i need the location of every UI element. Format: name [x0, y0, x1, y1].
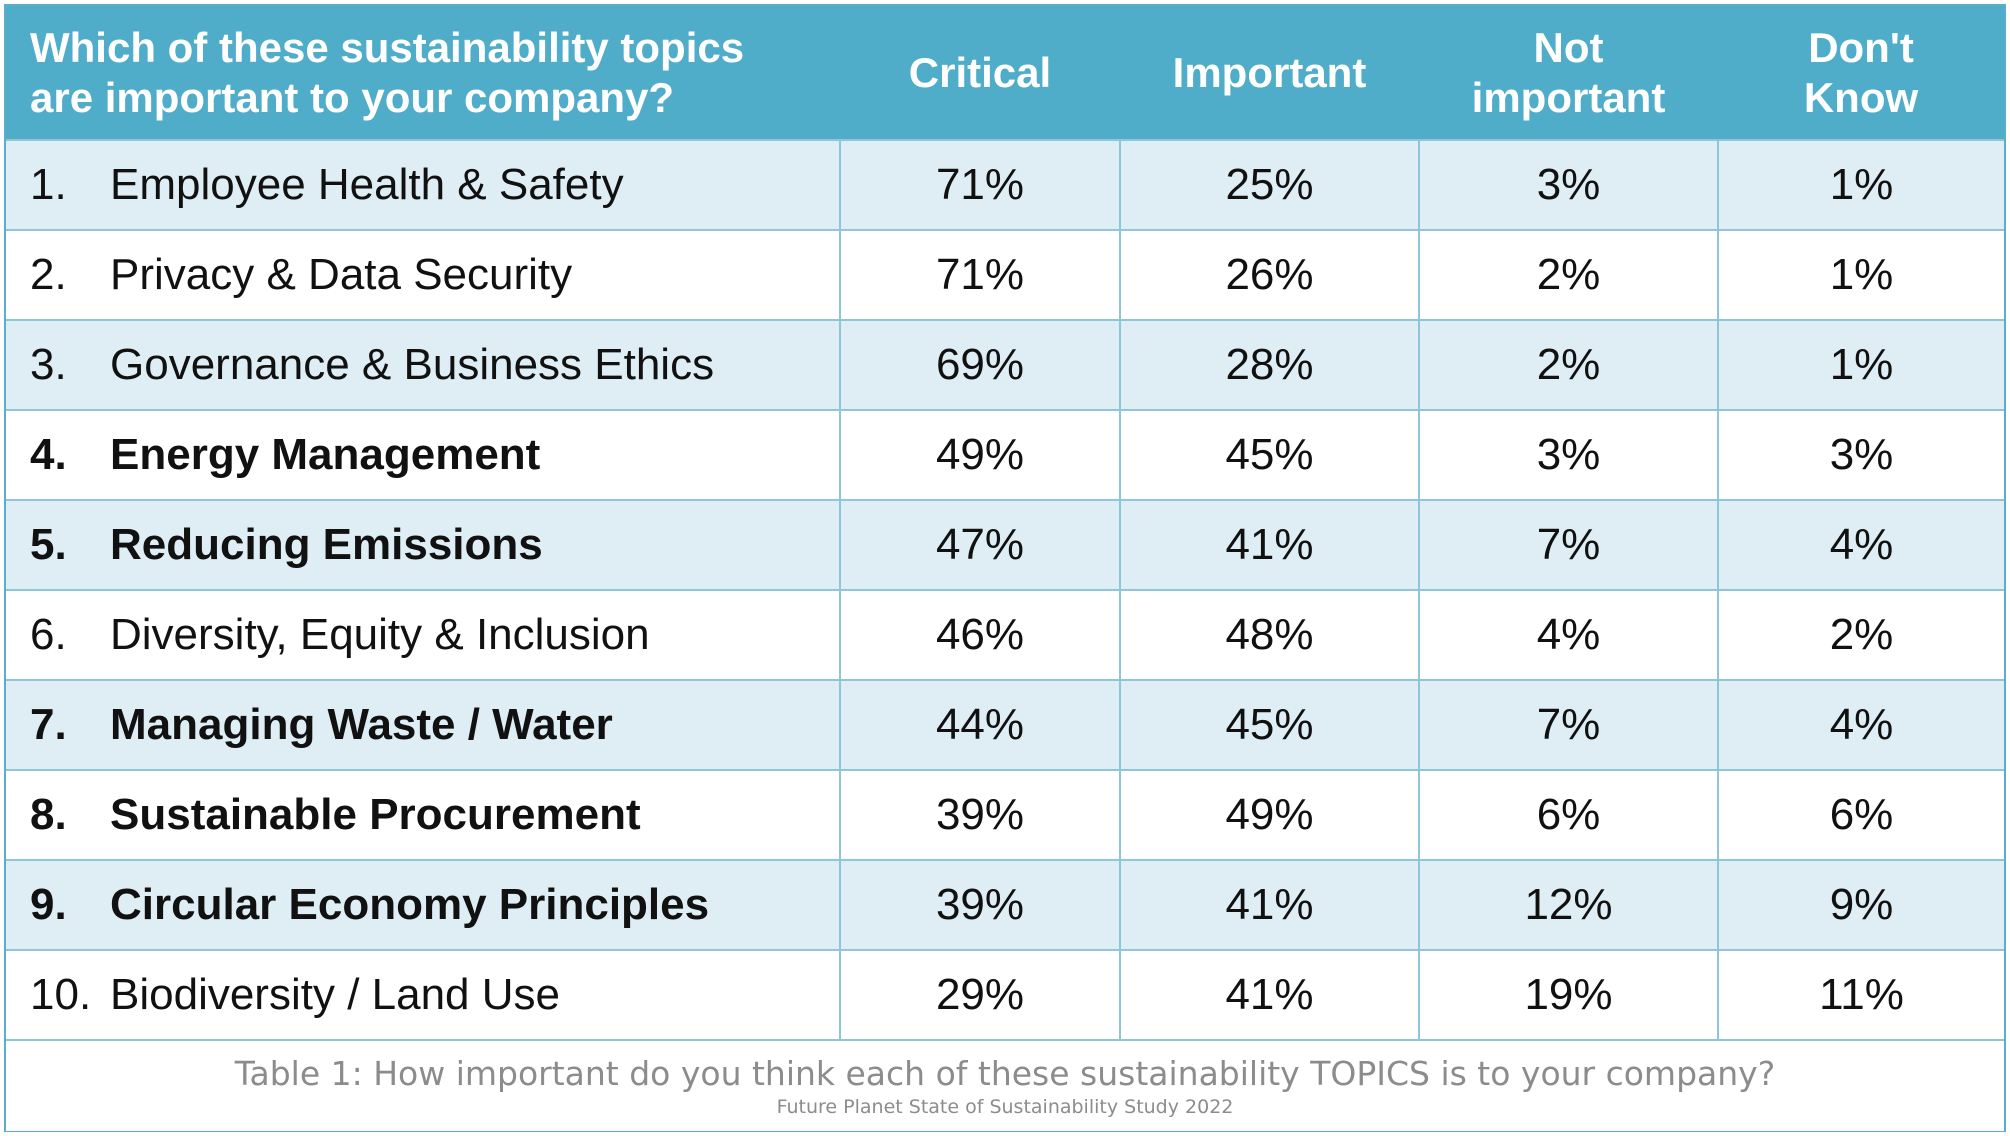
critical-cell: 47% — [839, 499, 1120, 590]
dont-know-cell: 9% — [1717, 859, 2004, 950]
table-caption: Table 1: How important do you think each… — [234, 1054, 1776, 1093]
not-important-cell: 3% — [1418, 409, 1718, 500]
topic-label: Energy Management — [110, 430, 541, 479]
not-important-cell: 12% — [1418, 859, 1718, 950]
critical-cell: 71% — [839, 139, 1120, 230]
not-important-cell: 2% — [1418, 229, 1718, 320]
topic-label: Circular Economy Principles — [110, 880, 710, 929]
not-important-header: Not important — [1419, 6, 1718, 140]
important-cell: 25% — [1119, 139, 1419, 230]
not-important-cell: 7% — [1418, 499, 1718, 590]
table-row: 5. Reducing Emissions 47% 41% 7% 4% — [6, 499, 2004, 590]
topic-cell: 4. Energy Management — [6, 409, 840, 500]
critical-cell: 69% — [839, 319, 1120, 410]
question-header-line1: Which of these sustainability topics — [30, 23, 745, 71]
dont-know-header-line2: Know — [1803, 73, 1919, 121]
rank-number: 2. — [30, 250, 67, 299]
rank-number: 8. — [30, 790, 67, 839]
rank-number: 1. — [30, 160, 67, 209]
important-cell: 26% — [1119, 229, 1419, 320]
rank-number: 7. — [30, 700, 67, 749]
survey-table-frame: Which of these sustainability topics are… — [4, 4, 2006, 1132]
rank-number: 4. — [30, 430, 67, 479]
critical-cell: 29% — [839, 949, 1120, 1040]
important-cell: 45% — [1119, 409, 1419, 500]
critical-cell: 49% — [839, 409, 1120, 500]
important-header: Important — [1120, 6, 1419, 140]
topic-cell: 9. Circular Economy Principles — [6, 859, 840, 950]
table-row: 2. Privacy & Data Security 71% 26% 2% 1% — [6, 229, 2004, 320]
not-important-header-line2: important — [1471, 73, 1666, 121]
critical-header: Critical — [840, 6, 1120, 140]
dont-know-cell: 11% — [1717, 949, 2004, 1040]
rank-number: 6. — [30, 610, 67, 659]
topic-label: Managing Waste / Water — [110, 700, 613, 749]
caption-cell: Table 1: How important do you think each… — [6, 1039, 2004, 1131]
topic-label: Reducing Emissions — [110, 520, 543, 569]
topic-label: Sustainable Procurement — [110, 790, 641, 839]
dont-know-cell: 4% — [1717, 499, 2004, 590]
critical-cell: 44% — [839, 679, 1120, 770]
dont-know-cell: 1% — [1717, 139, 2004, 230]
rank-number: 9. — [30, 880, 67, 929]
table-row: 6. Diversity, Equity & Inclusion 46% 48% … — [6, 589, 2004, 680]
table-source: Future Planet State of Sustainability St… — [776, 1096, 1234, 1118]
table-row: 3. Governance & Business Ethics 69% 28% 2… — [6, 319, 2004, 410]
critical-cell: 39% — [839, 859, 1120, 950]
critical-cell: 46% — [839, 589, 1120, 680]
dont-know-cell: 2% — [1717, 589, 2004, 680]
table-row: 8. Sustainable Procurement 39% 49% 6% 6% — [6, 769, 2004, 860]
not-important-cell: 4% — [1418, 589, 1718, 680]
not-important-cell: 19% — [1418, 949, 1718, 1040]
important-cell: 45% — [1119, 679, 1419, 770]
topic-cell: 2. Privacy & Data Security — [6, 229, 840, 320]
topic-label: Employee Health & Safety — [110, 160, 624, 209]
topic-label: Biodiversity / Land Use — [110, 970, 560, 1019]
not-important-cell: 6% — [1418, 769, 1718, 860]
topic-cell: 5. Reducing Emissions — [6, 499, 840, 590]
table-row: 9. Circular Economy Principles 39% 41% 12… — [6, 859, 2004, 950]
header-row: Which of these sustainability topics are… — [6, 6, 2004, 140]
sustainability-topics-table: Which of these sustainability topics are… — [6, 6, 2004, 1131]
important-cell: 41% — [1119, 949, 1419, 1040]
table-row: 1. Employee Health & Safety 71% 25% 3% 1% — [6, 139, 2004, 230]
topic-label: Governance & Business Ethics — [110, 340, 715, 389]
caption-row: Table 1: How important do you think each… — [6, 1039, 2004, 1131]
topic-cell: 6. Diversity, Equity & Inclusion — [6, 589, 840, 680]
rank-number: 5. — [30, 520, 67, 569]
dont-know-cell: 6% — [1717, 769, 2004, 860]
question-header: Which of these sustainability topics are… — [6, 6, 840, 140]
question-header-line2: are important to your company? — [30, 73, 675, 121]
topic-label: Privacy & Data Security — [110, 250, 573, 299]
important-cell: 49% — [1119, 769, 1419, 860]
critical-cell: 39% — [839, 769, 1120, 860]
topic-cell: 10. Biodiversity / Land Use — [6, 949, 840, 1040]
topic-cell: 8. Sustainable Procurement — [6, 769, 840, 860]
dont-know-header: Don't Know — [1718, 6, 2004, 140]
important-cell: 41% — [1119, 499, 1419, 590]
not-important-cell: 3% — [1418, 139, 1718, 230]
table-row: 7. Managing Waste / Water 44% 45% 7% 4% — [6, 679, 2004, 770]
topic-cell: 1. Employee Health & Safety — [6, 139, 840, 230]
not-important-cell: 2% — [1418, 319, 1718, 410]
dont-know-cell: 3% — [1717, 409, 2004, 500]
rank-number: 3. — [30, 340, 67, 389]
not-important-header-line1: Not — [1533, 23, 1604, 71]
dont-know-cell: 1% — [1717, 229, 2004, 320]
rank-number: 10. — [30, 970, 92, 1019]
table-row: 10. Biodiversity / Land Use 29% 41% 19% 1… — [6, 949, 2004, 1040]
important-cell: 28% — [1119, 319, 1419, 410]
important-cell: 48% — [1119, 589, 1419, 680]
topic-label: Diversity, Equity & Inclusion — [110, 610, 650, 659]
not-important-cell: 7% — [1418, 679, 1718, 770]
dont-know-cell: 1% — [1717, 319, 2004, 410]
important-cell: 41% — [1119, 859, 1419, 950]
dont-know-header-line1: Don't — [1808, 23, 1914, 71]
table-row: 4. Energy Management 49% 45% 3% 3% — [6, 409, 2004, 500]
table-body: 1. Employee Health & Safety 71% 25% 3% 1%… — [6, 139, 2004, 1040]
critical-cell: 71% — [839, 229, 1120, 320]
dont-know-cell: 4% — [1717, 679, 2004, 770]
topic-cell: 3. Governance & Business Ethics — [6, 319, 840, 410]
topic-cell: 7. Managing Waste / Water — [6, 679, 840, 770]
